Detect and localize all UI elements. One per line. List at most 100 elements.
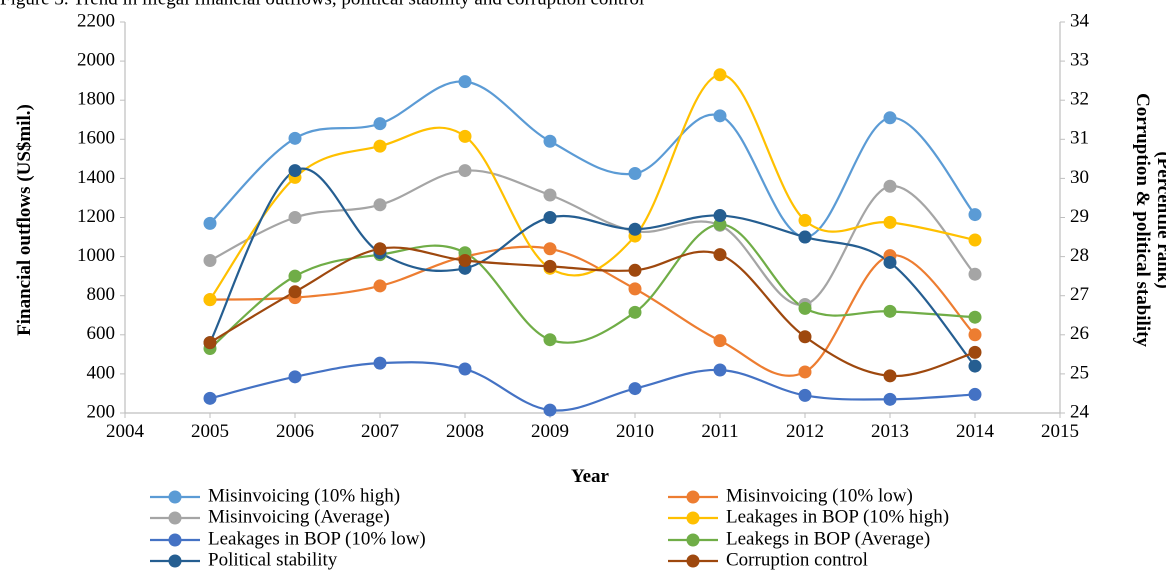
legend-label: Leakages in BOP (10% low)	[208, 528, 426, 549]
y2-tick-label: 26	[1070, 323, 1089, 344]
data-point	[798, 330, 812, 344]
y-tick-label: 1000	[77, 245, 115, 266]
data-point	[883, 179, 897, 193]
data-point	[628, 263, 642, 277]
x-tick-label: 2006	[276, 421, 314, 442]
data-point	[968, 208, 982, 222]
data-point	[543, 242, 557, 256]
data-point	[968, 387, 982, 401]
data-point	[798, 365, 812, 379]
data-point	[458, 75, 472, 89]
data-point	[458, 362, 472, 376]
data-point	[458, 254, 472, 268]
y2-tick-label: 28	[1070, 245, 1089, 266]
y2-tick-label: 32	[1070, 89, 1089, 110]
legend-label: Political stability	[208, 549, 338, 570]
data-point	[883, 392, 897, 406]
legend-marker	[686, 511, 700, 525]
y-tick-label: 2000	[77, 49, 115, 70]
legend-label: Leakages in BOP (10% high)	[726, 506, 949, 527]
data-point	[203, 391, 217, 405]
y2-axis-title-line1: Corruption & political stability	[1132, 93, 1153, 347]
legend-item: Leakages in BOP (10% low)	[150, 528, 426, 549]
data-point	[883, 255, 897, 269]
data-point	[543, 259, 557, 273]
legend-marker	[168, 490, 182, 504]
y2-axis-title-line2: (Percentile rank)	[1153, 151, 1166, 288]
data-point	[798, 230, 812, 244]
data-point	[458, 129, 472, 143]
data-point	[543, 403, 557, 417]
y2-tick-label: 30	[1070, 167, 1089, 188]
data-point	[203, 336, 217, 350]
x-tick-label: 2011	[701, 421, 738, 442]
legend-item: Leakages in BOP (10% high)	[668, 506, 949, 527]
series-line	[209, 73, 976, 301]
legend-item: Misinvoicing (Average)	[150, 506, 390, 527]
legend-marker	[168, 554, 182, 568]
data-point	[288, 269, 302, 283]
data-point	[543, 134, 557, 148]
data-point	[883, 215, 897, 229]
y2-tick-label: 31	[1070, 128, 1089, 149]
data-point	[883, 304, 897, 318]
data-point	[713, 109, 727, 123]
y2-tick-label: 25	[1070, 362, 1089, 383]
legend-item: Corruption control	[668, 549, 868, 570]
data-point	[288, 211, 302, 224]
x-tick-label: 2008	[446, 421, 484, 442]
data-point	[203, 293, 217, 307]
data-point	[968, 310, 982, 324]
data-point	[628, 222, 642, 236]
y-tick-label: 600	[87, 323, 116, 344]
data-point	[373, 139, 387, 153]
data-point	[373, 198, 387, 212]
data-point	[203, 254, 217, 268]
series-line	[209, 245, 976, 377]
y-tick-label: 1400	[77, 167, 115, 188]
data-point	[798, 388, 812, 402]
y-axis-title: Financial outflows (US$mil.)	[14, 104, 35, 336]
data-point	[968, 328, 982, 342]
figure-caption: Figure 3. Trend in illegal financial out…	[0, 0, 644, 9]
data-point	[373, 356, 387, 370]
y-tick-label: 1600	[77, 128, 115, 149]
data-point	[203, 216, 217, 230]
y2-tick-label: 27	[1070, 284, 1089, 305]
x-tick-label: 2005	[191, 421, 229, 442]
data-point	[288, 131, 302, 145]
x-tick-label: 2007	[361, 421, 399, 442]
data-point	[543, 188, 557, 202]
legend-item: Misinvoicing (10% low)	[668, 485, 913, 506]
legend-marker	[168, 533, 182, 547]
series-lines	[209, 73, 976, 412]
data-point	[713, 248, 727, 262]
series-line	[209, 167, 976, 367]
data-point	[288, 164, 302, 178]
legend-label: Misinvoicing (10% high)	[208, 485, 400, 506]
data-point	[543, 333, 557, 347]
legend-label: Corruption control	[726, 549, 868, 570]
x-tick-label: 2013	[871, 421, 909, 442]
data-point	[883, 369, 897, 383]
data-point	[628, 305, 642, 319]
x-tick-label: 2012	[786, 421, 824, 442]
data-point	[968, 345, 982, 359]
series-markers	[203, 68, 982, 417]
y-tick-label: 200	[87, 401, 116, 422]
data-point	[373, 242, 387, 256]
legend-marker	[686, 554, 700, 568]
legend-label: Misinvoicing (Average)	[208, 506, 390, 527]
data-point	[543, 211, 557, 224]
data-point	[968, 233, 982, 247]
data-point	[713, 363, 727, 377]
y2-tick-label: 33	[1070, 49, 1089, 70]
legend-label: Misinvoicing (10% low)	[726, 485, 913, 506]
legend-marker	[168, 511, 182, 525]
data-point	[373, 279, 387, 293]
axes: 200 400 600 800 1000 1200 1400 1600 1800 2000 2200…	[77, 10, 1090, 442]
data-point	[968, 359, 982, 373]
y2-tick-label: 29	[1070, 206, 1089, 227]
y2-tick-label: 34	[1070, 10, 1090, 31]
legend-marker	[686, 490, 700, 504]
